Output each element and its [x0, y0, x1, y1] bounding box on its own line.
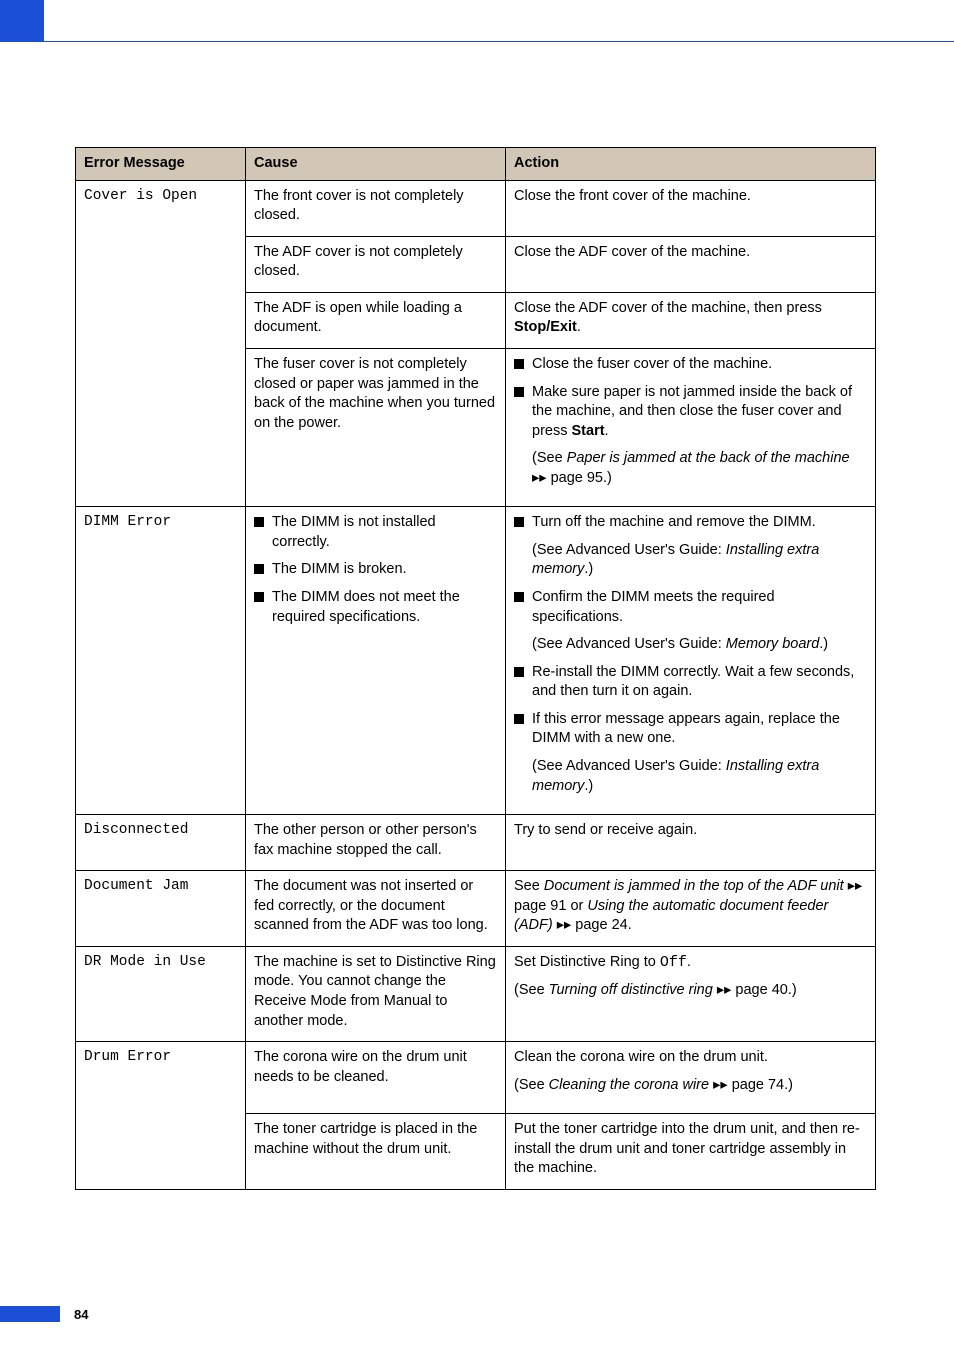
- cause-cell: The document was not inserted or fed cor…: [246, 871, 506, 947]
- page: Error Message Cause Action Cover is Open…: [0, 0, 954, 1348]
- th-action: Action: [506, 148, 876, 181]
- bullet-item: The DIMM does not meet the required spec…: [254, 588, 497, 627]
- table-header-row: Error Message Cause Action: [76, 148, 876, 181]
- cause-cell: The machine is set to Distinctive Ring m…: [246, 946, 506, 1041]
- error-message-cell: DIMM Error: [76, 507, 246, 815]
- page-number: 84: [74, 1307, 88, 1322]
- th-error: Error Message: [76, 148, 246, 181]
- action-cell: Put the toner cartridge into the drum un…: [506, 1114, 876, 1190]
- cause-cell: The other person or other person's fax m…: [246, 815, 506, 871]
- error-message-cell: Drum Error: [76, 1042, 246, 1190]
- footer-stripe: [0, 1306, 60, 1322]
- action-paragraph: Set Distinctive Ring to Off.: [514, 953, 867, 973]
- error-table: Error Message Cause Action Cover is Open…: [75, 147, 876, 1190]
- table-row: Cover is OpenThe front cover is not comp…: [76, 180, 876, 236]
- cause-cell: The ADF cover is not completely closed.: [246, 236, 506, 292]
- content-area: Error Message Cause Action Cover is Open…: [0, 42, 954, 1190]
- bullet-item: The DIMM is not installed correctly.: [254, 513, 497, 552]
- bullet-item: Turn off the machine and remove the DIMM…: [514, 513, 867, 533]
- header-rule: [44, 0, 954, 42]
- table-row: Document JamThe document was not inserte…: [76, 871, 876, 947]
- action-paragraph: (See Cleaning the corona wire ▸▸ page 74…: [514, 1076, 867, 1096]
- bullet-item: Close the fuser cover of the machine.: [514, 355, 867, 375]
- table-row: DR Mode in UseThe machine is set to Dist…: [76, 946, 876, 1041]
- cause-cell: The toner cartridge is placed in the mac…: [246, 1114, 506, 1190]
- action-paragraph: Clean the corona wire on the drum unit.: [514, 1048, 867, 1068]
- action-cell: Close the front cover of the machine.: [506, 180, 876, 236]
- bullet-follow: (See Advanced User's Guide: Memory board…: [514, 635, 867, 655]
- footer: 84: [0, 1306, 954, 1322]
- cause-cell: The fuser cover is not completely closed…: [246, 348, 506, 506]
- action-cell: Set Distinctive Ring to Off. (See Turning…: [506, 946, 876, 1041]
- table-row: DisconnectedThe other person or other pe…: [76, 815, 876, 871]
- bullet-item: Make sure paper is not jammed inside the…: [514, 383, 867, 442]
- cause-cell: The front cover is not completely closed…: [246, 180, 506, 236]
- bullet-item: Confirm the DIMM meets the required spec…: [514, 588, 867, 627]
- cause-cell: The DIMM is not installed correctly. The …: [246, 507, 506, 815]
- header-bar: [0, 0, 954, 42]
- action-cell: Try to send or receive again.: [506, 815, 876, 871]
- th-cause: Cause: [246, 148, 506, 181]
- table-row: DIMM ErrorThe DIMM is not installed corr…: [76, 507, 876, 815]
- bullet-follow: (See Advanced User's Guide: Installing e…: [514, 757, 867, 796]
- cause-cell: The corona wire on the drum unit needs t…: [246, 1042, 506, 1114]
- action-cell: Close the ADF cover of the machine, then…: [506, 292, 876, 348]
- bullet-item: The DIMM is broken.: [254, 560, 497, 580]
- action-cell: Turn off the machine and remove the DIMM…: [506, 507, 876, 815]
- action-cell: Close the fuser cover of the machine. Mak…: [506, 348, 876, 506]
- action-cell: See Document is jammed in the top of the…: [506, 871, 876, 947]
- bullet-item: Re-install the DIMM correctly. Wait a fe…: [514, 663, 867, 702]
- action-cell: Close the ADF cover of the machine.: [506, 236, 876, 292]
- action-cell: Clean the corona wire on the drum unit. (…: [506, 1042, 876, 1114]
- table-body: Cover is OpenThe front cover is not comp…: [76, 180, 876, 1189]
- cause-cell: The ADF is open while loading a document…: [246, 292, 506, 348]
- bullet-item: If this error message appears again, rep…: [514, 710, 867, 749]
- header-tab: [0, 0, 44, 42]
- error-message-cell: DR Mode in Use: [76, 946, 246, 1041]
- action-paragraph: (See Turning off distinctive ring ▸▸ pag…: [514, 981, 867, 1001]
- table-row: Drum ErrorThe corona wire on the drum un…: [76, 1042, 876, 1114]
- error-message-cell: Disconnected: [76, 815, 246, 871]
- bullet-follow: (See Paper is jammed at the back of the …: [514, 449, 867, 488]
- bullet-follow: (See Advanced User's Guide: Installing e…: [514, 541, 867, 580]
- error-message-cell: Document Jam: [76, 871, 246, 947]
- error-message-cell: Cover is Open: [76, 180, 246, 507]
